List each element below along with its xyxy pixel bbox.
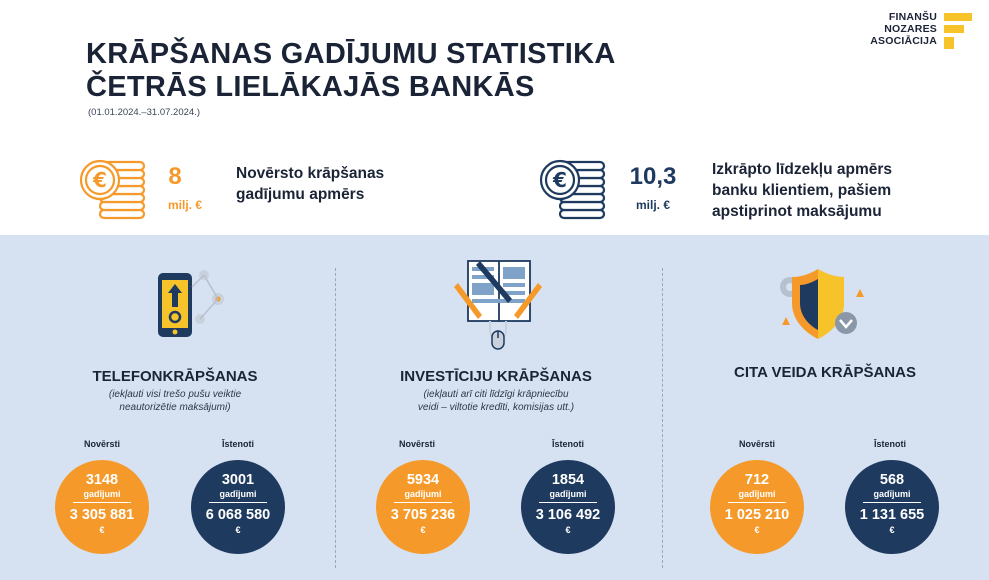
prevented-stat-circle: 5934 gadījumi 3 705 236 € (376, 460, 470, 554)
executed-label: Īstenoti (221, 439, 254, 449)
executed-stat-circle: 568 gadījumi 1 131 655 € (845, 460, 939, 554)
title-line-1: KRĀPŠANAS GADĪJUMU STATISTIKA (86, 38, 616, 70)
fna-logo: FINANŠU NOZARES ASOCIĀCIJA (857, 11, 977, 51)
prevented-stat-circle: 3148 gadījumi 3 305 881 € (55, 460, 149, 554)
title-line-2: ČETRĀS LIELĀKAJĀS BANKĀS (86, 71, 535, 103)
column-divider (335, 268, 336, 568)
col-invest-title: INVESTĪCIJU KRĀPŠANAS (400, 368, 592, 385)
coins-euro-icon: € (79, 159, 146, 220)
col-phone-title: TELEFONKRĀPŠANAS (92, 368, 258, 385)
col-phone-subtitle: (iekļauti visi trešo pušu veiktie neauto… (108, 389, 242, 413)
col-invest-subtitle: (iekļauti arī citi līdzīgi krāpniecību v… (417, 389, 575, 413)
column-divider (662, 268, 663, 568)
executed-stat-circle: 3001 gadījumi 6 068 580 € (191, 460, 285, 554)
shield-icon (780, 269, 864, 339)
logo-text: FINANŠU NOZARES ASOCIĀCIJA (870, 11, 937, 47)
svg-text:€: € (552, 168, 567, 192)
coins-euro-icon: € (539, 159, 606, 220)
period-label: (01.01.2024.–31.07.2024.) (88, 107, 200, 118)
fraud-total-label: Izkrāpto līdzekļu apmērs banku klientiem… (712, 161, 893, 220)
page-title: KRĀPŠANAS GADĪJUMU STATISTIKA ČETRĀS LIE… (86, 38, 616, 104)
svg-text:€: € (92, 168, 107, 192)
prevented-label: Novērsti (83, 439, 120, 449)
executed-label: Īstenoti (873, 439, 906, 449)
executed-label: Īstenoti (551, 439, 584, 449)
col-other-title: CITA VEIDA KRĀPŠANAS (734, 364, 916, 381)
prevented-total-label: Novērsto krāpšanas gadījumu apmērs (236, 165, 385, 203)
prevented-total-value: 8 (168, 163, 182, 190)
prevented-stat-circle: 712 gadījumi 1 025 210 € (710, 460, 804, 554)
smartphone-icon (158, 270, 224, 337)
prevented-label: Novērsti (738, 439, 775, 449)
logo-mark-icon (944, 13, 972, 49)
fraud-total-unit: milj. € (635, 198, 670, 212)
header-section (0, 0, 989, 235)
executed-stat-circle: 1854 gadījumi 3 106 492 € (521, 460, 615, 554)
prevented-total-unit: milj. € (167, 198, 202, 212)
prevented-label: Novērsti (398, 439, 435, 449)
book-pens-icon (454, 260, 542, 350)
fraud-total-value: 10,3 (629, 163, 677, 190)
